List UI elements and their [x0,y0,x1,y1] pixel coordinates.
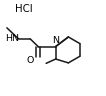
Text: HCl: HCl [15,4,32,14]
Text: O: O [26,56,34,65]
Text: HN: HN [5,34,19,43]
Text: N: N [52,36,59,45]
